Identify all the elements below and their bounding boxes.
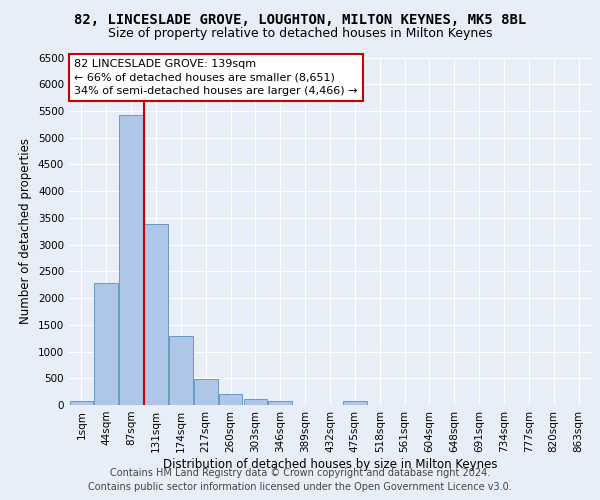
Text: 82, LINCESLADE GROVE, LOUGHTON, MILTON KEYNES, MK5 8BL: 82, LINCESLADE GROVE, LOUGHTON, MILTON K… — [74, 12, 526, 26]
Text: Size of property relative to detached houses in Milton Keynes: Size of property relative to detached ho… — [108, 28, 492, 40]
Bar — [343, 401, 367, 405]
Bar — [268, 401, 292, 405]
Text: 82 LINCESLADE GROVE: 139sqm
← 66% of detached houses are smaller (8,651)
34% of : 82 LINCESLADE GROVE: 139sqm ← 66% of det… — [74, 59, 358, 96]
Bar — [169, 336, 193, 405]
Bar — [94, 283, 118, 405]
Text: Contains HM Land Registry data © Crown copyright and database right 2024.: Contains HM Land Registry data © Crown c… — [110, 468, 490, 477]
Bar — [70, 401, 93, 405]
Bar — [194, 380, 218, 405]
Bar — [119, 115, 143, 405]
Y-axis label: Number of detached properties: Number of detached properties — [19, 138, 32, 324]
Text: Contains public sector information licensed under the Open Government Licence v3: Contains public sector information licen… — [88, 482, 512, 492]
Bar — [144, 224, 168, 405]
Bar — [244, 399, 267, 405]
Bar — [219, 394, 242, 405]
X-axis label: Distribution of detached houses by size in Milton Keynes: Distribution of detached houses by size … — [163, 458, 497, 470]
